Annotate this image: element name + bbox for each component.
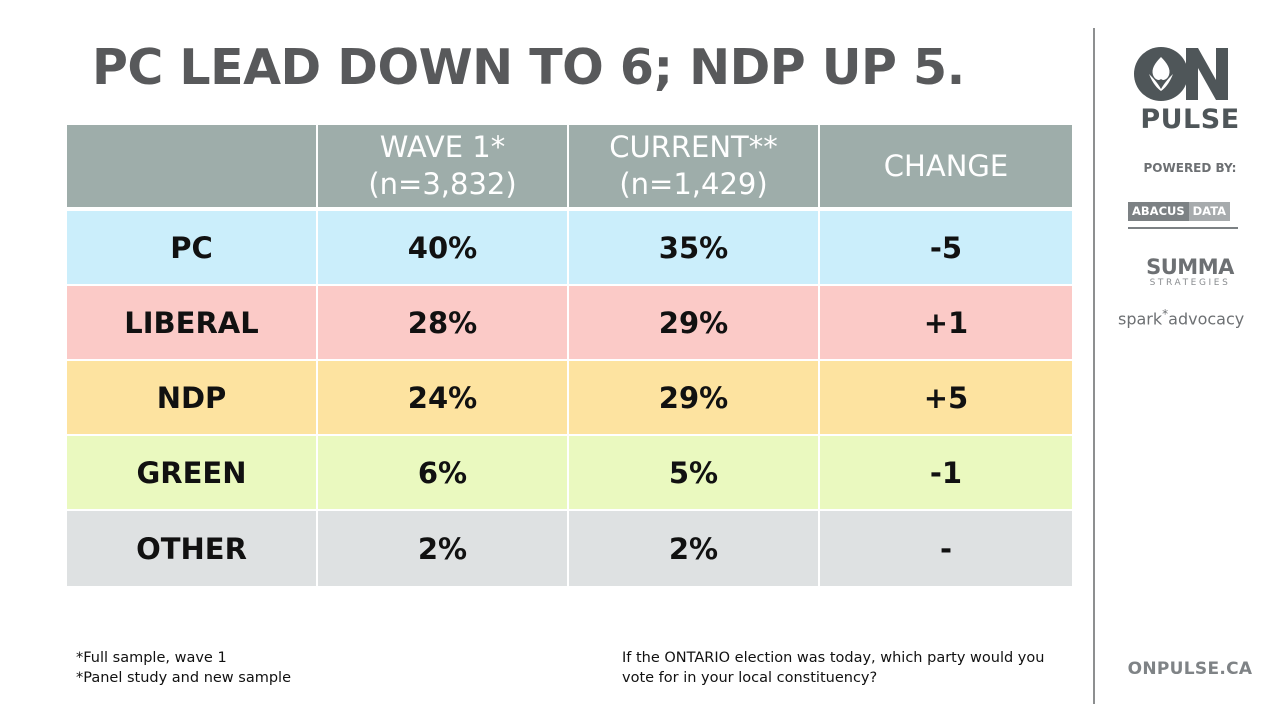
spark-advocacy-logo: spark*advocacy <box>1118 307 1244 328</box>
header-cell-party <box>67 125 318 211</box>
change-value: -5 <box>820 211 1072 286</box>
change-value: -1 <box>820 436 1072 511</box>
summa-label: SUMMA <box>1146 255 1234 279</box>
footnotes: *Full sample, wave 1 *Panel study and ne… <box>76 648 291 688</box>
wave1-value: 40% <box>318 211 569 286</box>
website-url: ONPULSE.CA <box>1127 659 1253 679</box>
party-name: OTHER <box>67 511 318 586</box>
summa-strategies-logo: SUMMA STRATEGIES <box>1100 256 1280 288</box>
current-value: 29% <box>569 286 820 361</box>
header-cell-wave1: WAVE 1* (n=3,832) <box>318 125 569 211</box>
footnote-1: *Full sample, wave 1 <box>76 650 227 666</box>
abacus-data-logo: ABACUS DATA <box>1128 202 1238 229</box>
vertical-divider <box>1093 28 1095 704</box>
change-value: +1 <box>820 286 1072 361</box>
party-name: PC <box>67 211 318 286</box>
current-value: 35% <box>569 211 820 286</box>
current-value: 2% <box>569 511 820 586</box>
header-cell-change: CHANGE <box>820 125 1072 211</box>
spark-label: spark <box>1118 309 1163 329</box>
change-value: - <box>820 511 1072 586</box>
on-logo-icon <box>1134 47 1228 101</box>
footnote-2: *Panel study and new sample <box>76 670 291 686</box>
wave1-value: 2% <box>318 511 569 586</box>
pulse-wordmark: PULSE <box>1140 104 1240 135</box>
advocacy-label: advocacy <box>1168 309 1245 329</box>
wave1-value: 28% <box>318 286 569 361</box>
header-wave1-sample: (n=3,832) <box>368 167 517 201</box>
powered-by-label: POWERED BY: <box>1143 161 1237 175</box>
abacus-label: ABACUS <box>1128 202 1189 221</box>
header-change-label: CHANGE <box>883 148 1009 183</box>
wave1-value: 6% <box>318 436 569 511</box>
header-cell-current: CURRENT** (n=1,429) <box>569 125 820 211</box>
wave1-value: 24% <box>318 361 569 436</box>
party-name: NDP <box>67 361 318 436</box>
abacus-rule <box>1128 223 1238 229</box>
page-title: PC LEAD DOWN TO 6; NDP UP 5. <box>92 39 965 96</box>
sidebar: PULSE POWERED BY: ABACUS DATA SUMMA STRA… <box>1100 0 1280 720</box>
survey-question: If the ONTARIO election was today, which… <box>622 650 1045 686</box>
header-current-sample: (n=1,429) <box>619 167 768 201</box>
spark-star: * <box>1162 307 1169 321</box>
strategies-label: STRATEGIES <box>1149 278 1231 288</box>
results-table: WAVE 1* (n=3,832) CURRENT** (n=1,429) CH… <box>67 125 1072 586</box>
header-wave1-label: WAVE 1* <box>379 130 506 164</box>
data-label: DATA <box>1188 202 1231 221</box>
party-name: GREEN <box>67 436 318 511</box>
current-value: 29% <box>569 361 820 436</box>
change-value: +5 <box>820 361 1072 436</box>
current-value: 5% <box>569 436 820 511</box>
header-current-label: CURRENT** <box>609 130 778 164</box>
party-name: LIBERAL <box>67 286 318 361</box>
